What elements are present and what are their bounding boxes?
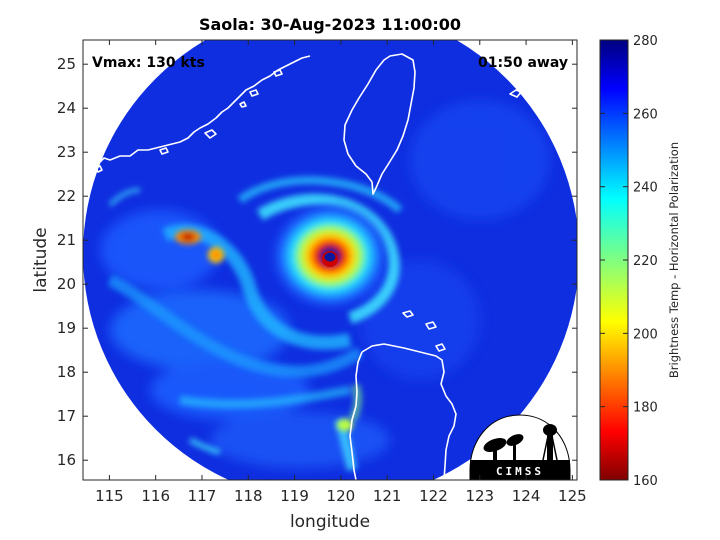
map-axes: CIMSS Vmax: 130 kts 01:50 away bbox=[83, 40, 577, 480]
colorbar-tick-label: 220 bbox=[633, 254, 658, 269]
colorbar-tick-label: 200 bbox=[633, 327, 658, 342]
y-tick-label: 25 bbox=[57, 55, 76, 73]
x-tick-label: 124 bbox=[512, 487, 541, 505]
vmax-label: Vmax: 130 kts bbox=[92, 55, 205, 71]
y-tick-label: 19 bbox=[57, 319, 76, 337]
x-tick-label: 115 bbox=[95, 487, 124, 505]
y-tick-label: 16 bbox=[57, 451, 76, 469]
logo-text: CIMSS bbox=[496, 465, 544, 478]
coastlines bbox=[85, 53, 541, 480]
x-tick-label: 116 bbox=[141, 487, 170, 505]
x-tick-label: 117 bbox=[188, 487, 217, 505]
y-tick-label: 23 bbox=[57, 143, 76, 161]
colorbar-label: Brightness Temp - Horizontal Polarizatio… bbox=[667, 142, 681, 378]
x-tick-label: 123 bbox=[465, 487, 494, 505]
y-axis-label: latitude bbox=[31, 227, 51, 292]
axes-frame bbox=[82, 39, 578, 481]
x-axis-label: longitude bbox=[290, 512, 370, 532]
x-axis: 115 116 117 118 119 120 121 122 123 124 125 bbox=[95, 40, 587, 505]
x-tick-label: 118 bbox=[234, 487, 263, 505]
colorbar-tick-label: 160 bbox=[633, 474, 658, 489]
x-tick-label: 121 bbox=[373, 487, 402, 505]
y-tick-label: 22 bbox=[57, 187, 76, 205]
y-tick-label: 18 bbox=[57, 363, 76, 381]
time-away-label: 01:50 away bbox=[478, 55, 568, 71]
y-tick-label: 20 bbox=[57, 275, 76, 293]
colorbar-tick-label: 280 bbox=[633, 34, 658, 49]
figure-title: Saola: 30-Aug-2023 11:00:00 bbox=[199, 15, 461, 34]
colorbar-tick-label: 260 bbox=[633, 107, 658, 122]
y-tick-label: 17 bbox=[57, 407, 76, 425]
x-tick-label: 120 bbox=[327, 487, 356, 505]
cimss-logo: CIMSS bbox=[469, 414, 571, 480]
y-tick-label: 24 bbox=[57, 99, 76, 117]
x-tick-label: 125 bbox=[558, 487, 587, 505]
y-axis: 16 17 18 19 20 21 22 23 24 25 bbox=[57, 55, 577, 469]
y-tick-label: 21 bbox=[57, 231, 76, 249]
colorbar-tick-label: 180 bbox=[633, 401, 658, 416]
colorbar: 160 180 200 220 240 260 280 Brightness Temp - … bbox=[599, 34, 681, 489]
x-tick-label: 122 bbox=[419, 487, 448, 505]
colorbar-tick-label: 240 bbox=[633, 181, 658, 196]
colorbar-ticks: 160 180 200 220 240 260 280 bbox=[600, 34, 658, 489]
x-tick-label: 119 bbox=[280, 487, 309, 505]
